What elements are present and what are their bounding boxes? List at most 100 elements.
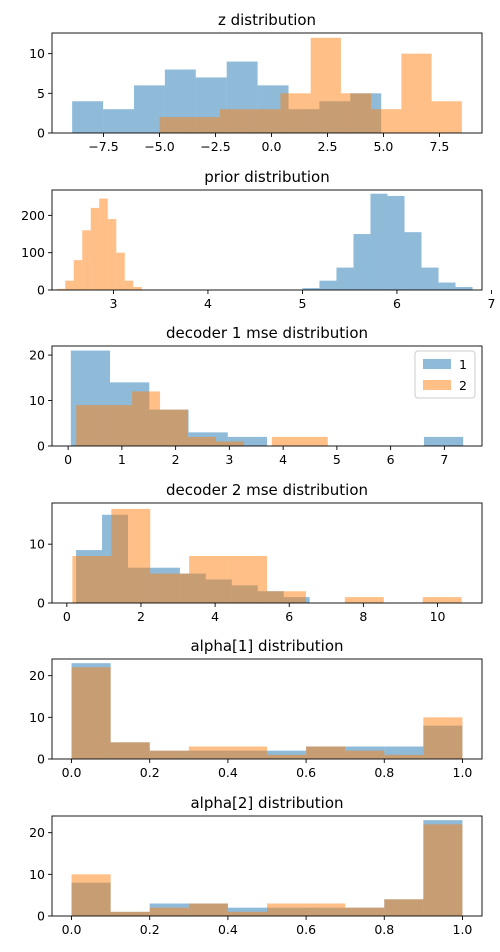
histogram-bar xyxy=(228,555,267,603)
x-tick-label: 0 xyxy=(63,609,71,624)
chart-panel-1: z distribution −7.5 −5.0 −2.5 0.0 2.5 5.0 7.5 0 5… xyxy=(29,11,483,154)
legend: 12 xyxy=(414,350,476,399)
histogram-bar xyxy=(370,193,388,290)
histogram-bar xyxy=(299,436,328,446)
histogram-bar xyxy=(111,508,151,603)
series-2 xyxy=(76,391,328,446)
y-tick-label: 10 xyxy=(29,867,45,882)
x-tick-label: 0.4 xyxy=(218,922,238,937)
chart-panel-5: alpha[1] distribution 0.0 0.2 0.4 0.6 0.8 1.0 0… xyxy=(29,637,483,780)
x-tick-label: 0.0 xyxy=(62,922,82,937)
histogram-bar xyxy=(319,280,337,290)
x-tick-label: −7.5 xyxy=(88,139,118,154)
histogram-bar xyxy=(149,750,189,759)
x-tick-label: 6 xyxy=(285,609,293,624)
chart-title: z distribution xyxy=(218,11,316,29)
histogram-bar xyxy=(423,824,463,916)
y-tick-label: 5 xyxy=(37,86,45,101)
y-tick-label: 0 xyxy=(37,752,45,767)
y-tick-label: 0 xyxy=(37,283,45,298)
y-tick-label: 10 xyxy=(29,710,45,725)
axes-frame xyxy=(51,502,483,604)
histogram-bar xyxy=(227,746,267,759)
histogram-bar xyxy=(90,207,100,290)
x-tick-label: 0.2 xyxy=(140,922,160,937)
series-2 xyxy=(159,37,462,134)
axes-frame xyxy=(51,658,483,760)
histogram-bar xyxy=(306,903,346,916)
chart-title: alpha[1] distribution xyxy=(190,637,343,655)
x-tick-label: 7.5 xyxy=(430,139,450,154)
x-tick-label: 6 xyxy=(393,296,401,311)
histogram-bar xyxy=(103,109,134,133)
histogram-bar xyxy=(71,874,111,916)
histogram-bar xyxy=(227,911,267,916)
chart-title: decoder 2 mse distribution xyxy=(166,481,368,499)
histogram-bar xyxy=(188,903,228,916)
x-tick-label: −5.0 xyxy=(144,139,174,154)
x-tick-label: 0.0 xyxy=(262,139,282,154)
x-tick-label: 2 xyxy=(172,452,180,467)
histogram-bar xyxy=(401,53,432,134)
histogram-bar xyxy=(82,230,91,290)
x-tick-label: 6 xyxy=(387,452,395,467)
histogram-bar xyxy=(340,93,372,133)
series-2 xyxy=(71,824,463,916)
histogram-bar xyxy=(187,436,216,446)
y-tick-label: 10 xyxy=(29,393,45,408)
histogram-bar xyxy=(345,750,385,759)
histogram-bar xyxy=(159,117,190,133)
histogram-bar xyxy=(133,287,142,290)
histogram-bar xyxy=(189,555,229,603)
histogram-bar xyxy=(455,287,473,290)
histogram-bar xyxy=(344,597,384,603)
histogram-bar xyxy=(72,101,104,133)
y-tick-label: 0 xyxy=(37,126,45,141)
histogram-bar xyxy=(423,717,463,759)
histogram-bar xyxy=(387,195,405,290)
x-tick-label: 8 xyxy=(359,609,367,624)
histogram-bar xyxy=(110,911,150,916)
histogram-bar xyxy=(149,907,189,916)
histogram-bar xyxy=(271,436,300,446)
histogram-bar xyxy=(188,746,228,759)
axes-frame xyxy=(51,189,483,291)
legend-swatch xyxy=(423,380,451,390)
histogram-bar xyxy=(215,441,244,446)
x-tick-label: 0.8 xyxy=(374,765,394,780)
x-tick-label: 0 xyxy=(64,452,72,467)
series-1 xyxy=(302,193,473,290)
histogram-bar xyxy=(431,101,462,133)
histogram-bar xyxy=(267,591,306,603)
histogram-bar xyxy=(345,907,385,916)
histogram-bar xyxy=(302,288,320,290)
series-2 xyxy=(71,667,463,759)
series-2 xyxy=(72,508,462,603)
histogram-bar xyxy=(124,280,134,290)
x-tick-label: 10 xyxy=(430,609,446,624)
axes-frame xyxy=(51,345,483,447)
y-tick-label: 0 xyxy=(37,439,45,454)
histogram-bar xyxy=(267,903,307,916)
x-tick-label: 0.6 xyxy=(296,922,316,937)
histogram-bar xyxy=(422,597,462,603)
histogram-bar xyxy=(310,37,341,134)
y-tick-label: 0 xyxy=(37,909,45,924)
histogram-bar xyxy=(160,409,188,446)
y-tick-label: 0 xyxy=(37,596,45,611)
x-tick-label: 0.4 xyxy=(218,765,238,780)
histogram-bar xyxy=(76,405,105,446)
y-tick-label: 20 xyxy=(29,825,45,840)
axes-frame xyxy=(51,32,483,134)
x-tick-label: 1 xyxy=(118,452,126,467)
histogram-bar xyxy=(306,746,346,759)
x-tick-label: 0.8 xyxy=(374,922,394,937)
x-tick-label: 0.2 xyxy=(140,765,160,780)
histogram-bar xyxy=(250,109,281,133)
x-tick-label: 1.0 xyxy=(453,922,473,937)
x-tick-label: 2 xyxy=(137,609,145,624)
histogram-bar xyxy=(99,198,108,290)
chart-panel-2: prior distribution 3 4 5 6 7 0 100 200 xyxy=(21,168,495,311)
histogram-bar xyxy=(65,280,74,290)
